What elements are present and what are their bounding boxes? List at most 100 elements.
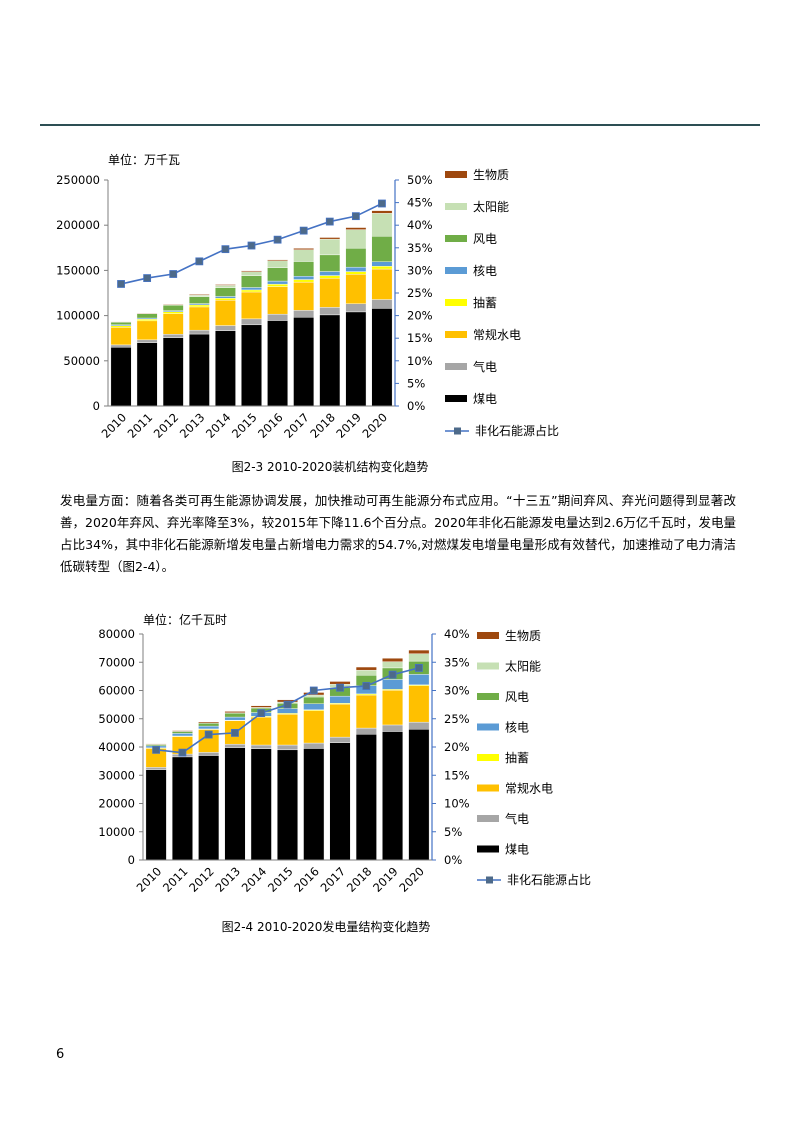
y-tick-label: 70000 [98, 655, 135, 669]
y2-tick-label: 50% [407, 173, 433, 187]
line-point-2013 [195, 257, 204, 266]
header-rule [40, 124, 760, 126]
bar-segment-2014 [250, 705, 272, 708]
bar-segment-2011 [171, 731, 193, 734]
bar-segment-2017 [329, 695, 351, 704]
x-tick-label: 2018 [344, 864, 375, 895]
bar-segment-2015 [277, 714, 298, 746]
y-tick-label: 0 [128, 853, 135, 867]
bar-segment-2014 [250, 744, 272, 749]
unit-label: 单位：亿千瓦时 [143, 612, 227, 627]
bar-segment-2019 [382, 679, 404, 690]
line-point-2017 [299, 226, 308, 235]
legend-swatch [477, 784, 499, 792]
line-point-2010 [152, 745, 161, 754]
bar-segment-2012 [198, 755, 220, 861]
y-tick-label: 0 [93, 399, 100, 413]
legend-swatch [445, 235, 467, 242]
bar-segment-2016 [267, 259, 288, 262]
x-tick-label: 2016 [291, 864, 322, 895]
y-tick-label: 60000 [98, 684, 135, 698]
legend-swatch [445, 363, 467, 370]
y2-tick-label: 45% [407, 196, 433, 210]
x-tick-label: 2019 [370, 864, 401, 895]
y-tick-label: 30000 [98, 768, 135, 782]
figure-caption-2-3: 图2-3 2010-2020装机结构变化趋势 [231, 460, 429, 474]
line-point-2018 [362, 682, 371, 690]
y-tick-label: 250000 [56, 173, 100, 187]
bar-segment-2011 [171, 756, 193, 861]
bar-segment-2012 [198, 723, 220, 727]
bar-segment-2012 [162, 303, 184, 306]
bar-segment-2011 [136, 312, 158, 314]
legend-label: 常规水电 [473, 327, 521, 342]
bar-segment-2018 [355, 727, 377, 735]
legend-swatch [477, 754, 499, 761]
x-tick-label: 2012 [186, 864, 217, 895]
bar-segment-2014 [250, 716, 272, 746]
line-point-2013 [231, 728, 239, 737]
legend-label: 抽蓄 [473, 296, 497, 310]
bar-segment-2013 [188, 294, 210, 296]
bar-segment-2016 [303, 710, 325, 744]
bar-segment-2018 [319, 237, 341, 240]
chart-generation: 单位：亿千瓦时 0 10000 20000 30000 40000 50000 60000 70… [98, 612, 591, 895]
y2-tick-label: 35% [407, 241, 433, 255]
bar-segment-2018 [355, 669, 377, 676]
legend-label: 非化石能源占比 [475, 423, 559, 438]
bar-segment-2018 [355, 694, 377, 729]
y-tick-label: 50000 [63, 354, 100, 368]
y2-tick-label: 10% [407, 354, 433, 368]
bar-segment-2013 [224, 711, 246, 714]
legend-label: 非化石能源占比 [507, 872, 591, 887]
y-tick-label: 150000 [56, 263, 100, 277]
legend-label: 生物质 [505, 629, 541, 643]
legend-swatch [445, 331, 467, 338]
y2-tick-label: 10% [444, 797, 470, 811]
y-tick-label: 200000 [56, 218, 100, 232]
bar-segment-2015 [277, 708, 298, 714]
bar-segment-2011 [171, 730, 193, 732]
bar-segment-2020 [408, 674, 430, 686]
x-tick-label: 2010 [134, 864, 165, 895]
bar-segment-2020 [408, 649, 430, 654]
legend-label: 核电 [473, 264, 497, 278]
bar-segment-2019 [345, 227, 367, 230]
bar-segment-2016 [303, 703, 325, 710]
bar-segment-2019 [382, 658, 404, 662]
legend-swatch [477, 662, 499, 670]
legend-swatch [477, 693, 499, 700]
y2-tick-label: 0% [444, 853, 462, 867]
bar-segment-2015 [241, 270, 262, 272]
y-tick-label: 80000 [98, 627, 135, 641]
y2-tick-label: 40% [407, 218, 433, 232]
y-tick-label: 100000 [56, 309, 100, 323]
bar-segment-2012 [198, 721, 220, 724]
legend-label: 太阳能 [505, 659, 541, 674]
bar-segment-2013 [224, 712, 246, 718]
legend-label: 煤电 [473, 392, 497, 406]
bar-segment-2010 [145, 743, 167, 745]
bar-segment-2013 [224, 743, 246, 748]
bar-segment-2019 [382, 724, 404, 732]
bar-segment-2011 [171, 733, 193, 737]
x-tick-label: 2014 [239, 864, 270, 895]
line-point-2019 [351, 212, 360, 221]
bar-segment-2016 [303, 694, 325, 698]
y-tick-label: 50000 [98, 712, 135, 726]
line-point-2020 [378, 199, 386, 208]
unit-label: 单位：万千瓦 [108, 152, 180, 167]
line-point-2012 [204, 730, 213, 739]
y-tick-label: 40000 [98, 740, 135, 754]
line-point-2019 [388, 670, 397, 679]
y2-tick-label: 40% [444, 627, 470, 641]
x-tick-label: 2017 [318, 864, 349, 895]
bar-segment-2010 [145, 767, 167, 770]
legend-swatch [445, 299, 467, 306]
bar-segment-2010 [145, 769, 167, 861]
body-paragraph: 发电量方面：随着各类可再生能源协调发展，加快推动可再生能源分布式应用。“十三五”… [60, 493, 736, 574]
bar-segment-2014 [215, 284, 236, 286]
x-tick-label: 2020 [396, 864, 427, 895]
legend-swatch [477, 632, 499, 639]
bar-segment-2017 [329, 736, 351, 743]
